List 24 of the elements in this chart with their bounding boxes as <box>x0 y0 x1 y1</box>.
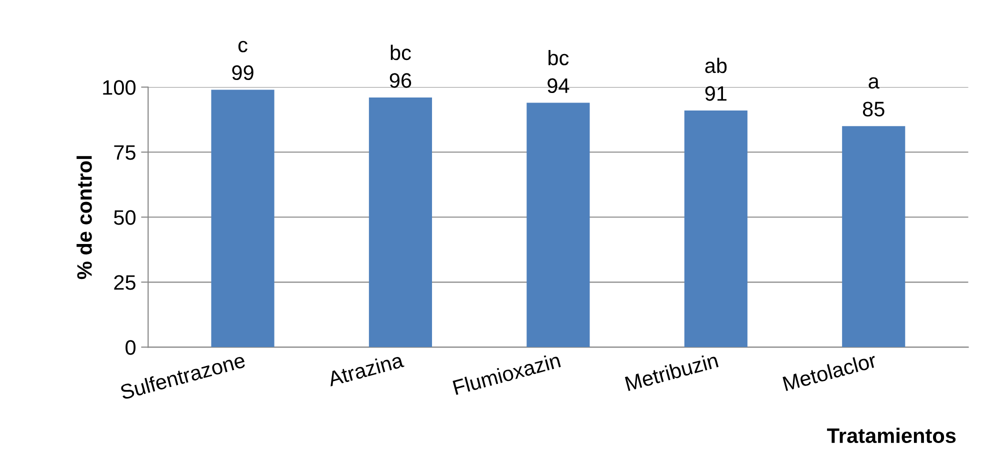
annotation: c <box>238 40 248 52</box>
bar <box>526 102 590 348</box>
data-label: 94 <box>548 78 570 94</box>
bar <box>684 110 748 348</box>
x-axis-title: Tratamientos <box>827 428 956 444</box>
data-label: 96 <box>390 73 412 88</box>
y-axis-title: % de control <box>76 156 92 280</box>
bar <box>211 90 274 348</box>
y-tick-label: 0 <box>126 340 136 355</box>
y-tick-label: 25 <box>114 275 136 290</box>
bar <box>368 98 432 348</box>
x-tick-label: Atrazina <box>326 352 404 387</box>
data-label: 85 <box>862 102 884 116</box>
annotation: bc <box>548 50 569 66</box>
annotation: ab <box>705 58 727 74</box>
data-label: 99 <box>232 65 254 80</box>
y-tick-label: 100 <box>103 80 136 95</box>
y-tick-label: 50 <box>114 210 136 225</box>
y-tick-label: 75 <box>114 145 136 160</box>
annotation: a <box>868 77 880 89</box>
bar <box>842 126 906 348</box>
x-tick-label: Metolaclor <box>782 352 878 392</box>
data-label: 91 <box>705 86 726 101</box>
annotation: bc <box>390 44 411 60</box>
